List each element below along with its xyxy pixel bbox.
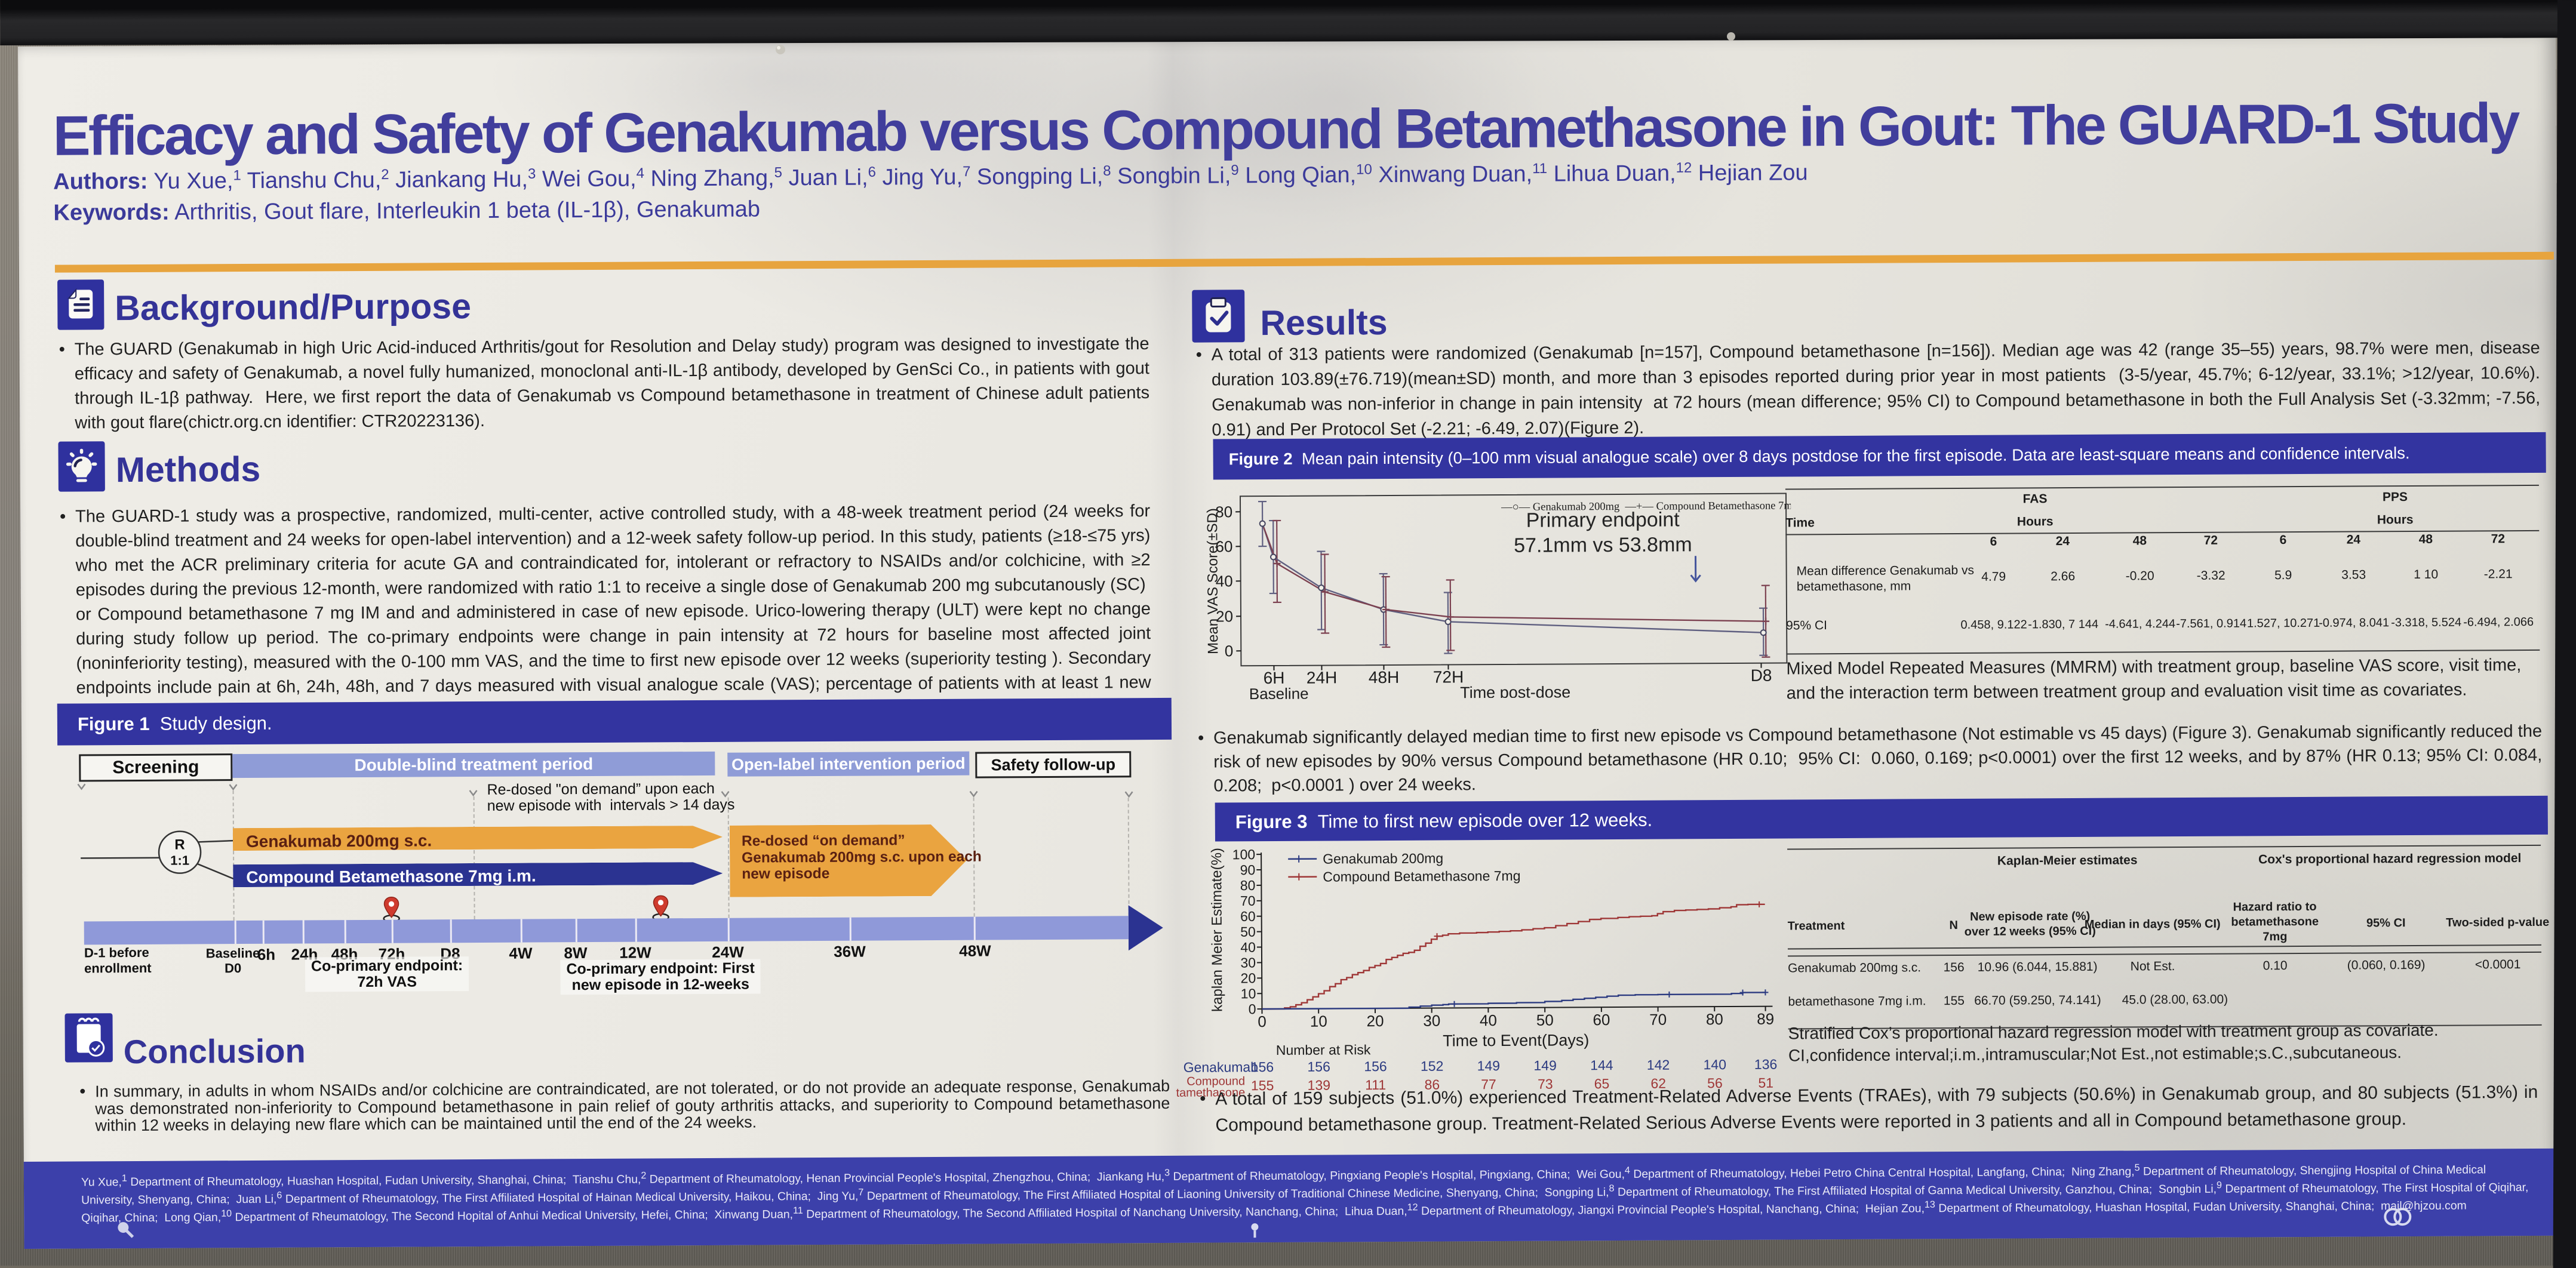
svg-text:40: 40 [1480, 1011, 1497, 1029]
svg-text:156: 156 [1251, 1059, 1274, 1075]
svg-text:0: 0 [1249, 1001, 1256, 1017]
svg-text:30: 30 [1240, 955, 1256, 970]
svg-text:140: 140 [1704, 1057, 1727, 1072]
svg-text:Primary endpoint: Primary endpoint [1526, 508, 1680, 531]
svg-text:50: 50 [1240, 924, 1256, 940]
svg-text:70: 70 [1240, 893, 1256, 909]
svg-text:70: 70 [1649, 1011, 1667, 1029]
svg-text:Genakumab 200mg: Genakumab 200mg [1323, 851, 1443, 867]
svg-text:Compound Betamethasone 7mg: Compound Betamethasone 7mg [1323, 868, 1520, 885]
svg-text:57.1mm vs 53.8mm: 57.1mm vs 53.8mm [1514, 533, 1692, 557]
svg-text:20: 20 [1241, 970, 1256, 986]
svg-text:60: 60 [1240, 909, 1256, 924]
svg-text:20: 20 [1367, 1012, 1384, 1030]
svg-text:24H: 24H [1307, 668, 1338, 687]
svg-text:142: 142 [1647, 1057, 1670, 1073]
svg-text:72H: 72H [1433, 667, 1464, 686]
svg-text:0: 0 [1258, 1012, 1267, 1030]
svg-text:D8: D8 [1751, 666, 1772, 685]
svg-text:Time post-dose: Time post-dose [1460, 683, 1570, 699]
svg-text:144: 144 [1590, 1057, 1613, 1073]
svg-text:80: 80 [1706, 1010, 1723, 1028]
svg-text:0: 0 [1225, 642, 1234, 660]
svg-text:152: 152 [1421, 1058, 1444, 1074]
svg-text:10: 10 [1310, 1012, 1327, 1030]
svg-text:156: 156 [1307, 1059, 1330, 1075]
svg-text:Genakumab: Genakumab [1184, 1059, 1258, 1075]
svg-text:Mean VAS Score(±SD): Mean VAS Score(±SD) [1204, 508, 1221, 654]
svg-text:Baseline: Baseline [1249, 685, 1309, 700]
svg-text:90: 90 [1240, 862, 1256, 878]
svg-text:100: 100 [1232, 847, 1256, 862]
svg-text:R: R [174, 837, 185, 853]
svg-text:50: 50 [1536, 1011, 1554, 1029]
svg-text:40: 40 [1240, 940, 1256, 955]
svg-text:1:1: 1:1 [170, 853, 189, 868]
svg-text:10: 10 [1241, 986, 1256, 1001]
svg-text:89: 89 [1757, 1010, 1774, 1028]
svg-text:149: 149 [1533, 1058, 1557, 1073]
svg-text:Time to Event(Days): Time to Event(Days) [1443, 1031, 1589, 1050]
svg-text:Number at Risk: Number at Risk [1276, 1042, 1371, 1058]
svg-text:80: 80 [1240, 878, 1256, 893]
svg-text:kaplan Meier Estimate(%): kaplan Meier Estimate(%) [1209, 848, 1225, 1012]
svg-text:156: 156 [1364, 1058, 1387, 1074]
svg-text:30: 30 [1423, 1012, 1440, 1030]
svg-text:60: 60 [1593, 1011, 1610, 1029]
svg-text:48H: 48H [1369, 668, 1400, 687]
svg-text:136: 136 [1754, 1057, 1778, 1072]
svg-text:149: 149 [1477, 1058, 1501, 1073]
